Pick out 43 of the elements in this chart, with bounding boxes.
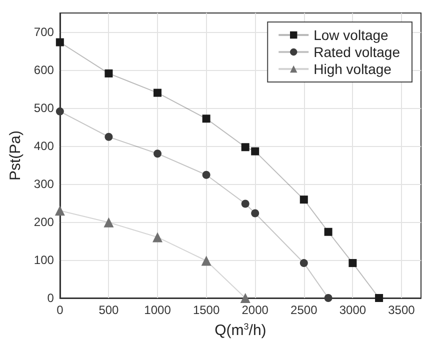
y-tick-label: 200 <box>34 215 54 229</box>
x-tick-label: 1000 <box>144 303 172 317</box>
y-tick-label: 100 <box>34 253 54 267</box>
point <box>324 228 332 236</box>
point <box>202 170 210 179</box>
point <box>202 114 210 123</box>
y-tick-label: 0 <box>47 291 54 305</box>
legend-label: Low voltage <box>314 27 389 43</box>
point <box>104 217 114 228</box>
x-tick-label: 1500 <box>192 303 220 317</box>
point <box>154 88 162 97</box>
y-tick-label: 700 <box>34 25 54 39</box>
point <box>251 209 260 218</box>
point <box>375 294 384 302</box>
legend-label: Rated voltage <box>314 44 400 60</box>
x-tick-label: 500 <box>98 303 120 317</box>
point <box>104 132 113 141</box>
legend-label: High voltage <box>314 61 392 77</box>
x-tick-label: 2000 <box>242 303 269 317</box>
y-tick-label: 500 <box>34 101 54 115</box>
point <box>251 147 260 156</box>
point <box>348 259 357 268</box>
point <box>56 107 64 116</box>
y-axis-title: Pst(Pa) <box>7 130 24 181</box>
point <box>300 259 308 268</box>
point <box>104 69 113 78</box>
point <box>56 38 64 46</box>
point <box>241 143 250 152</box>
x-tick-label: 2500 <box>290 303 318 317</box>
point <box>240 293 250 303</box>
x-tick-label: 0 <box>56 303 64 317</box>
x-tick-label: 3500 <box>388 303 416 317</box>
point <box>241 200 250 208</box>
y-tick-label: 400 <box>34 139 54 153</box>
point <box>54 206 65 216</box>
point <box>300 196 308 204</box>
point <box>152 232 163 242</box>
point <box>201 256 212 266</box>
x-tick-label: 3000 <box>339 303 366 317</box>
y-tick-label: 300 <box>34 177 54 191</box>
point <box>324 294 332 302</box>
point <box>154 150 162 158</box>
y-tick-label: 600 <box>34 63 54 77</box>
